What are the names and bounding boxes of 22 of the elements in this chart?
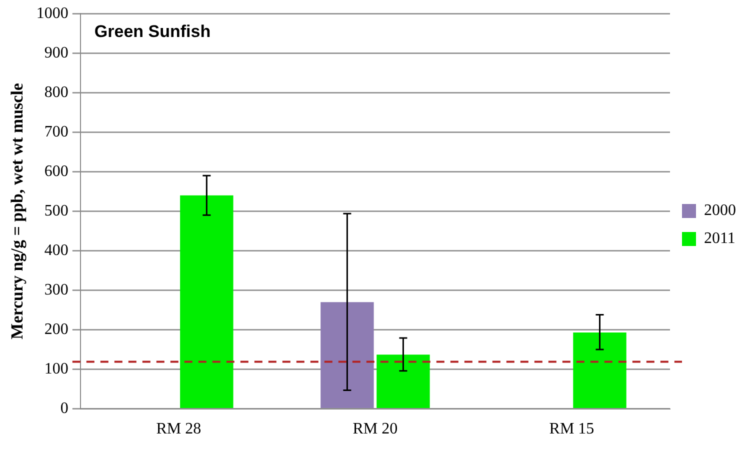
bar [573, 332, 626, 408]
legend-label: 2000 [704, 202, 736, 220]
text: Green Sunfish [94, 22, 211, 41]
y-tick-label: 300 [44, 281, 68, 298]
y-axis-title: Mercury ng/g = ppb, wet wt muscle [8, 82, 27, 340]
bar [320, 302, 374, 408]
x-tick-label: RM 28 [156, 420, 202, 438]
x-tick-label: RM 15 [549, 420, 594, 438]
y-tick-label: 800 [44, 84, 68, 101]
y-tick-label: 0 [60, 400, 68, 418]
y-tick-label: 700 [44, 123, 68, 140]
y-tick-label: 100 [44, 360, 68, 378]
bar [180, 195, 234, 408]
y-tick-label: 200 [44, 320, 68, 338]
y-tick-label: 400 [44, 242, 68, 259]
y-tick-label: 900 [44, 44, 68, 62]
y-tick-label: 500 [44, 202, 68, 220]
y-tick-label: 600 [44, 162, 68, 180]
legend-label: 2011 [704, 230, 736, 248]
y-tick-label: 1000 [36, 4, 68, 22]
bar [376, 354, 430, 408]
x-tick-label: RM 20 [352, 420, 398, 438]
